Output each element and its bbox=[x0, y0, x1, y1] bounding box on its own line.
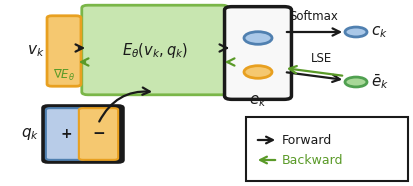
Text: $c_k$: $c_k$ bbox=[370, 24, 387, 40]
Text: $q_k$: $q_k$ bbox=[21, 126, 39, 142]
FancyBboxPatch shape bbox=[47, 16, 81, 86]
FancyBboxPatch shape bbox=[78, 108, 118, 160]
Text: Forward: Forward bbox=[281, 134, 332, 147]
Text: +: + bbox=[60, 127, 71, 141]
Text: Softmax: Softmax bbox=[289, 9, 337, 23]
FancyBboxPatch shape bbox=[46, 108, 85, 160]
Circle shape bbox=[344, 77, 366, 87]
Text: $\nabla E_{\theta}$: $\nabla E_{\theta}$ bbox=[53, 68, 75, 83]
Text: −: − bbox=[93, 126, 105, 142]
FancyBboxPatch shape bbox=[43, 106, 123, 162]
Text: $v_k$: $v_k$ bbox=[27, 43, 45, 59]
FancyBboxPatch shape bbox=[245, 117, 407, 181]
Circle shape bbox=[243, 32, 271, 44]
FancyBboxPatch shape bbox=[82, 5, 228, 95]
Circle shape bbox=[344, 27, 366, 37]
Text: $E_{\theta}(v_k,q_k)$: $E_{\theta}(v_k,q_k)$ bbox=[121, 41, 188, 60]
Circle shape bbox=[243, 66, 271, 78]
FancyBboxPatch shape bbox=[224, 7, 291, 99]
Text: LSE: LSE bbox=[311, 52, 332, 65]
Text: $e_k$: $e_k$ bbox=[249, 93, 266, 109]
Text: $\bar{e}_k$: $\bar{e}_k$ bbox=[370, 73, 388, 91]
Text: Backward: Backward bbox=[281, 153, 343, 166]
